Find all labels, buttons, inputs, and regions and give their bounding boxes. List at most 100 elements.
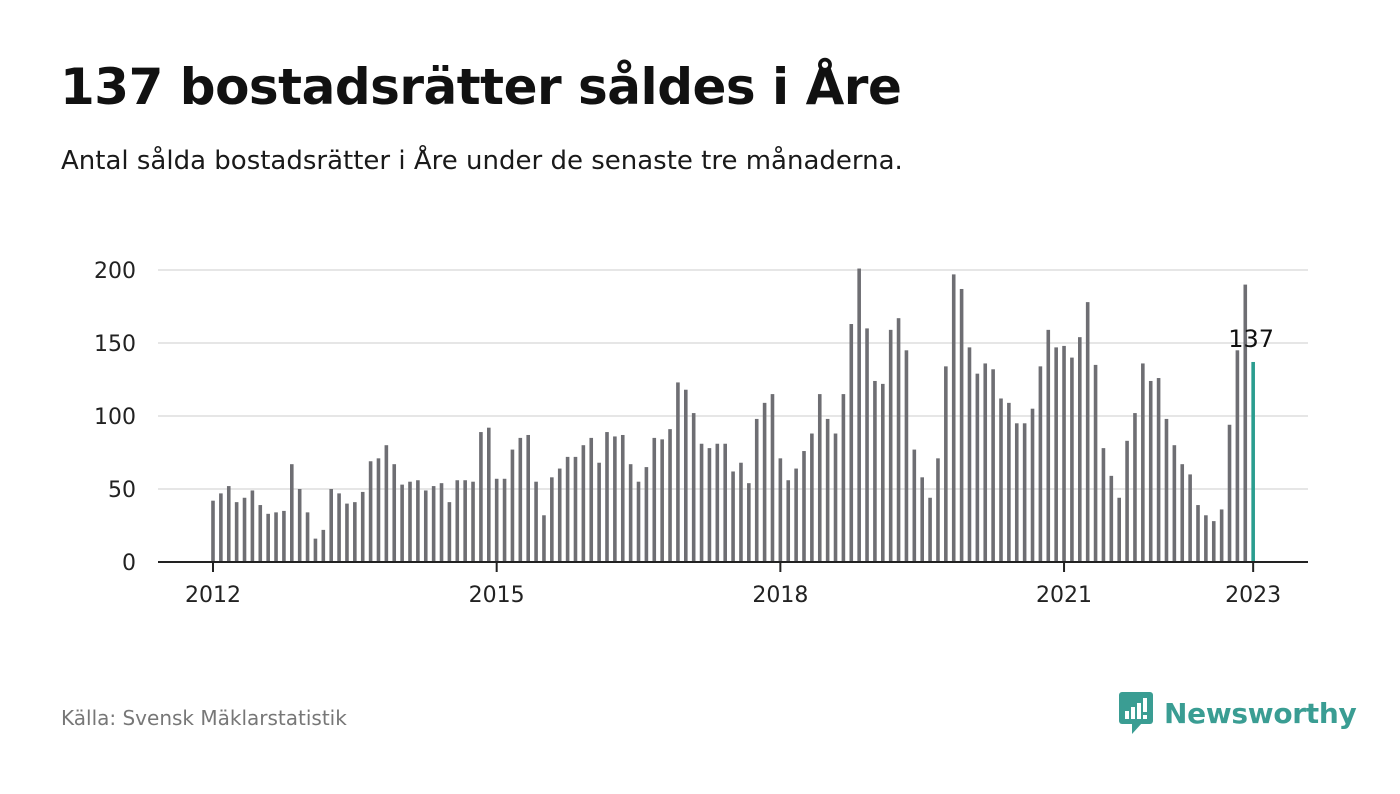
bar xyxy=(211,500,215,562)
source-note: Källa: Svensk Mäklarstatistik xyxy=(61,706,347,730)
bar xyxy=(431,486,436,562)
newsworthy-logo-text: Newsworthy xyxy=(1164,696,1357,730)
bar xyxy=(274,512,278,562)
bar xyxy=(983,363,988,562)
bar xyxy=(439,483,444,562)
bar xyxy=(857,268,861,562)
bar xyxy=(1007,402,1011,562)
bar xyxy=(1188,474,1192,562)
bar-chart: 0 50 100 150 200 2012 2015 2018 2021 2023 137 xyxy=(94,259,1308,608)
bar xyxy=(219,493,223,562)
bar xyxy=(825,418,830,562)
bar xyxy=(1235,350,1240,562)
bar xyxy=(928,497,932,562)
bar xyxy=(920,477,924,562)
bar xyxy=(1204,515,1208,562)
bar xyxy=(376,458,381,562)
bar xyxy=(904,350,909,562)
bar xyxy=(1117,497,1121,562)
bar xyxy=(305,512,310,562)
bar xyxy=(1133,413,1137,562)
chart-title: 137 bostadsrätter såldes i Åre xyxy=(60,58,902,116)
bar xyxy=(786,480,791,562)
bar xyxy=(723,443,727,562)
bar xyxy=(896,318,901,562)
bar xyxy=(1211,521,1216,562)
bar xyxy=(810,433,814,562)
x-axis-ticks: 2012 2015 2018 2021 2023 xyxy=(185,562,1281,608)
bar xyxy=(628,464,633,562)
bar xyxy=(550,477,554,562)
y-tick-label: 100 xyxy=(94,405,136,430)
bar xyxy=(1172,445,1177,562)
bar xyxy=(392,464,397,562)
bar xyxy=(1109,475,1114,562)
bar xyxy=(463,480,467,562)
data-label-latest: 137 xyxy=(1228,325,1274,353)
bar xyxy=(1125,440,1129,562)
bar xyxy=(944,366,948,562)
bar xyxy=(368,461,373,562)
bar xyxy=(778,458,783,562)
bar xyxy=(707,448,712,562)
bar xyxy=(959,288,964,562)
bar xyxy=(455,480,460,562)
bar xyxy=(739,462,743,562)
bar-latest xyxy=(1251,361,1255,562)
bar xyxy=(1196,505,1200,562)
bar xyxy=(408,481,412,562)
bar xyxy=(353,502,357,562)
bar xyxy=(502,478,507,562)
bar xyxy=(1141,363,1145,562)
bar xyxy=(487,427,491,562)
bar xyxy=(234,502,239,562)
bars xyxy=(211,268,1255,562)
bar xyxy=(841,394,846,562)
newsworthy-logo-icon xyxy=(1119,692,1153,734)
bar xyxy=(802,451,806,562)
newsworthy-logo: Newsworthy xyxy=(1118,690,1357,736)
x-tick-label: 2018 xyxy=(752,583,808,608)
bar xyxy=(321,529,326,562)
bar xyxy=(676,382,680,562)
bar xyxy=(581,445,586,562)
bar xyxy=(691,413,696,562)
data-labels: 137 xyxy=(1228,325,1274,353)
bar xyxy=(936,458,940,562)
bar xyxy=(762,402,767,562)
bar xyxy=(613,436,617,562)
bar xyxy=(250,490,255,562)
bar xyxy=(1093,364,1098,562)
bar xyxy=(400,484,404,562)
bar xyxy=(242,497,247,562)
bar xyxy=(636,481,641,562)
bar xyxy=(447,502,452,562)
bar xyxy=(597,462,601,562)
x-tick-label: 2023 xyxy=(1225,583,1281,608)
bar xyxy=(384,445,389,562)
bar xyxy=(329,489,333,562)
bar xyxy=(313,538,318,562)
bar xyxy=(620,434,625,562)
bar xyxy=(423,490,428,562)
y-axis-ticks: 0 50 100 150 200 xyxy=(94,259,136,576)
bar xyxy=(660,439,664,562)
bar xyxy=(1014,423,1019,562)
bar xyxy=(684,389,688,562)
bar xyxy=(290,464,294,562)
bar xyxy=(1164,418,1169,562)
bar xyxy=(1030,408,1035,562)
y-tick-label: 200 xyxy=(94,259,136,284)
bar xyxy=(605,432,609,562)
bar xyxy=(526,434,530,562)
bar xyxy=(1046,329,1051,562)
bar xyxy=(1180,464,1185,562)
bar xyxy=(699,443,704,562)
bar xyxy=(1085,302,1090,562)
y-tick-label: 0 xyxy=(122,551,136,576)
bar xyxy=(865,328,869,562)
bar xyxy=(652,437,657,562)
bar xyxy=(573,456,578,562)
bar xyxy=(747,483,751,562)
bar xyxy=(833,433,838,562)
